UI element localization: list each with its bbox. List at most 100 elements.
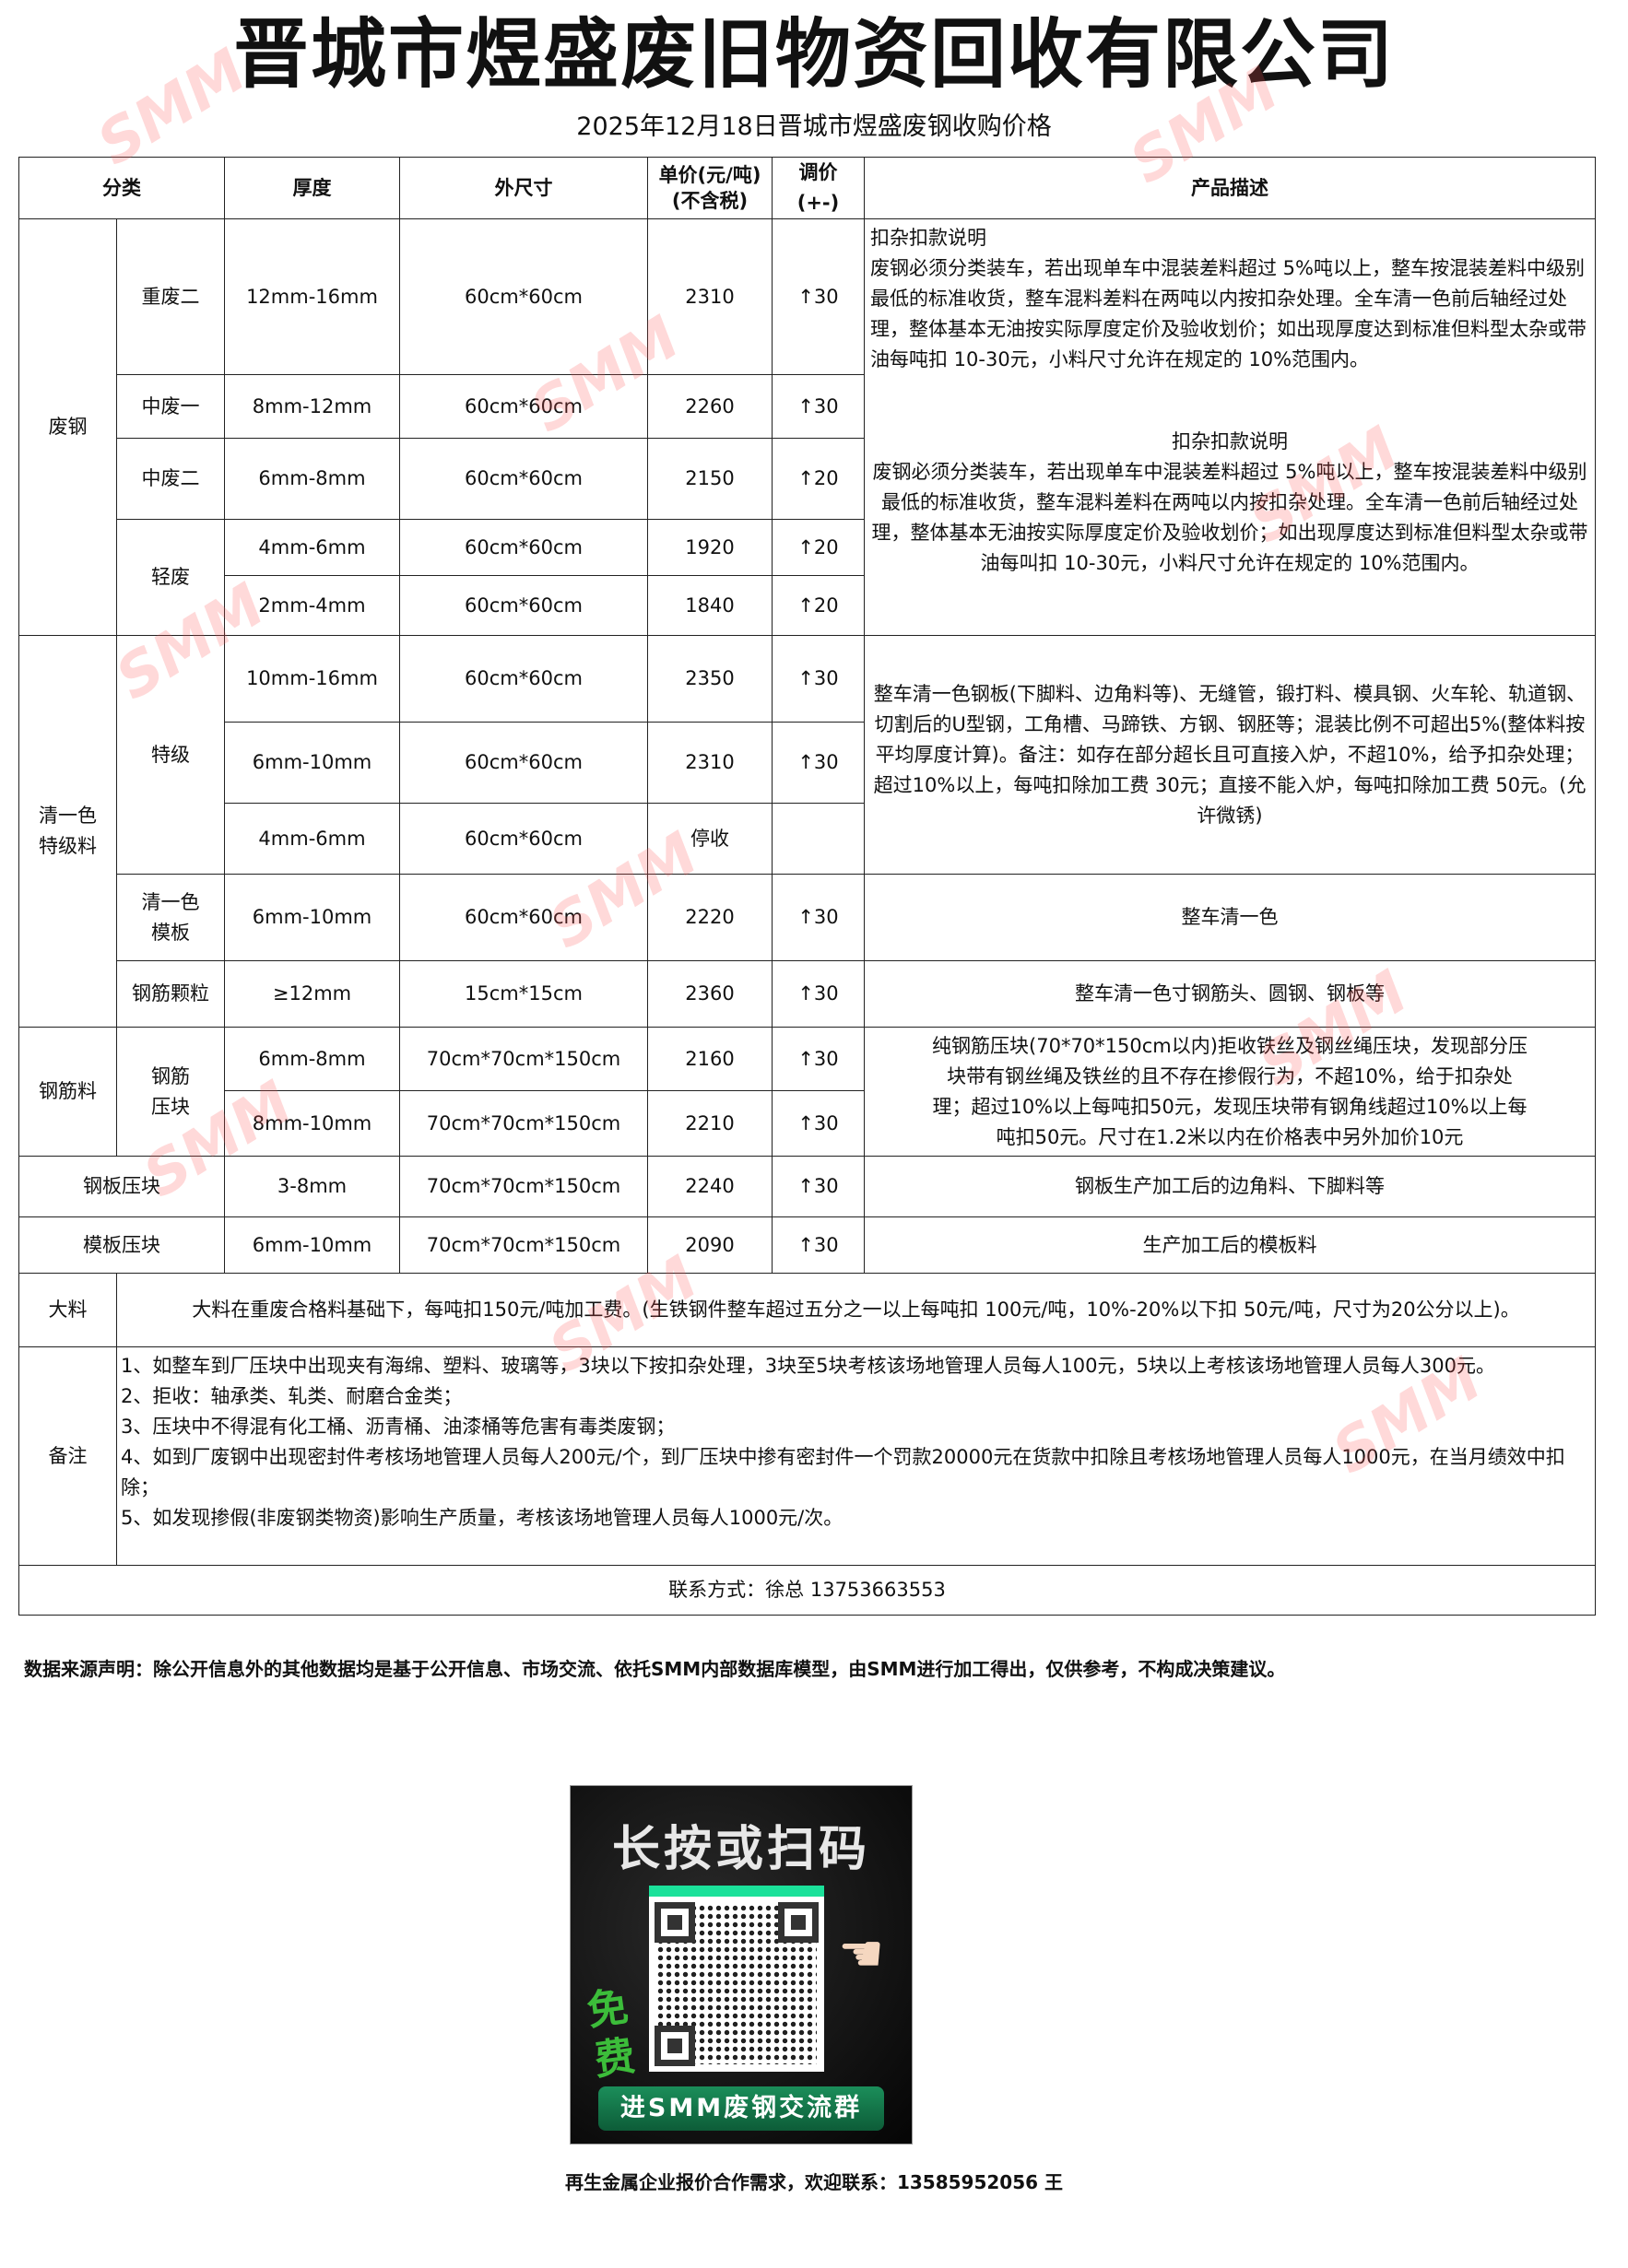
size: 60cm*60cm bbox=[399, 218, 648, 375]
desc-body: 废钢必须分类装车，若出现单车中混装差料超过 5%吨以上，整车按混装差料中级别最低… bbox=[870, 257, 1587, 370]
table-row: 清一色模板 6mm-10mm 60cm*60cm 2220 ↑30 整车清一色 bbox=[19, 874, 1596, 961]
size: 60cm*60cm bbox=[399, 722, 648, 804]
table-row: 废钢 重废二 12mm-16mm 60cm*60cm 2310 ↑30 扣杂扣款… bbox=[18, 218, 1596, 636]
size: 60cm*60cm bbox=[399, 374, 648, 439]
desc-body: 废钢必须分类装车，若出现单车中混装差料超过 5%吨以上，整车按混装差料中级别最低… bbox=[871, 461, 1588, 574]
adjustment: ↑30 bbox=[772, 960, 865, 1028]
header-description: 产品描述 bbox=[864, 157, 1596, 219]
thickness: 10mm-16mm bbox=[224, 635, 400, 723]
table-row: 清一色特级料 特级 10mm-16mm 60cm*60cm 2350 ↑30 整… bbox=[18, 635, 1596, 1028]
table-header-row: 分类 厚度 外尺寸 单价(元/吨) (不含税) 调价(+-) 产品描述 bbox=[18, 157, 1596, 219]
group-clean: 清一色特级料 bbox=[18, 635, 117, 1028]
header-thickness: 厚度 bbox=[224, 157, 400, 219]
group-scrap: 废钢 bbox=[18, 218, 117, 636]
table-row: 中废二 6mm-8mm 60cm*60cm 2150 ↑20 bbox=[19, 438, 1596, 520]
table-row: 钢筋料 钢筋压块 6mm-8mm 70cm*70cm*150cm 2160 ↑3… bbox=[18, 1027, 1596, 1157]
description-mold: 整车清一色 bbox=[864, 874, 1596, 961]
size: 15cm*15cm bbox=[399, 960, 648, 1028]
description-special: 整车清一色钢板(下脚料、边角料等)、无缝管，锻打料、模具钢、火车轮、轨道钢、切割… bbox=[864, 635, 1596, 875]
header-size: 外尺寸 bbox=[399, 157, 648, 219]
remark-item: 1、如整车到厂压块中出现夹有海绵、塑料、玻璃等，3块以下按扣杂处理，3块至5块考… bbox=[121, 1355, 1495, 1377]
sub-category: 中废二 bbox=[116, 438, 225, 520]
size: 60cm*60cm bbox=[399, 438, 648, 520]
description-rebar-grain: 整车清一色寸钢筋头、圆钢、钢板等 bbox=[864, 960, 1596, 1028]
bulk-label: 大料 bbox=[18, 1273, 117, 1347]
header-price: 单价(元/吨) (不含税) bbox=[647, 157, 773, 219]
bulk-row: 大料 大料在重废合格料基础下，每吨扣150元/吨加工费。(生铁钢件整车超过五分之… bbox=[18, 1273, 1596, 1347]
price: 2310 bbox=[647, 722, 773, 804]
adjustment: ↑20 bbox=[772, 438, 865, 520]
header-category: 分类 bbox=[18, 157, 225, 219]
description-rebar-block: 纯钢筋压块(70*70*150cm以内)拒收铁丝及钢丝绳压块，发现部分压块带有钢… bbox=[864, 1027, 1596, 1157]
qr-headline: 长按或扫码 bbox=[611, 1822, 870, 1877]
price: 1840 bbox=[647, 575, 773, 636]
sub-category: 清一色模板 bbox=[116, 874, 225, 961]
header-price-note: (不含税) bbox=[671, 190, 749, 212]
contact-info: 联系方式：徐总 13753663553 bbox=[18, 1565, 1596, 1616]
sub-category: 特级 bbox=[116, 635, 225, 875]
thickness: 6mm-10mm bbox=[224, 1216, 400, 1274]
footer-contact: 再生金属企业报价合作需求，欢迎联系：13585952056 王 bbox=[564, 2171, 1064, 2193]
price-subtitle: 2025年12月18日晋城市煜盛废钢收购价格 bbox=[576, 112, 1052, 141]
adjustment: ↑30 bbox=[772, 374, 865, 439]
adjustment: ↑30 bbox=[772, 1027, 865, 1091]
price: 2150 bbox=[647, 438, 773, 520]
qr-promo-image[interactable]: 长按或扫码 免费 ☚ 进SMM废钢交流群 bbox=[570, 1785, 913, 2145]
sub-category: 钢筋压块 bbox=[116, 1027, 225, 1157]
adjustment: ↑30 bbox=[772, 635, 865, 723]
qr-banner: 进SMM废钢交流群 bbox=[598, 2086, 884, 2131]
table-row: 模板压块 6mm-10mm 70cm*70cm*150cm 2090 ↑30 生… bbox=[18, 1216, 1596, 1274]
table-row: 2mm-4mm 60cm*60cm 1840 ↑20 bbox=[19, 575, 1596, 636]
adjustment: ↑30 bbox=[772, 1090, 865, 1157]
price: 1920 bbox=[647, 519, 773, 576]
adjustment: ↑20 bbox=[772, 519, 865, 576]
remark-item: 4、如到厂废钢中出现密封件考核场地管理人员每人200元/个，到厂压块中掺有密封件… bbox=[121, 1446, 1565, 1498]
size: 70cm*70cm*150cm bbox=[399, 1090, 648, 1157]
size: 60cm*60cm bbox=[399, 874, 648, 961]
qr-free-label: 免费 bbox=[584, 1982, 639, 2085]
adjustment: ↑30 bbox=[772, 1216, 865, 1274]
thickness: 6mm-10mm bbox=[224, 722, 400, 804]
price: 2360 bbox=[647, 960, 773, 1028]
thickness: 3-8mm bbox=[224, 1156, 400, 1217]
header-adjust: 调价(+-) bbox=[772, 157, 865, 219]
contact-row: 联系方式：徐总 13753663553 bbox=[18, 1565, 1596, 1616]
adjustment: ↑20 bbox=[772, 575, 865, 636]
thickness: 2mm-4mm bbox=[224, 575, 400, 636]
size: 60cm*60cm bbox=[399, 803, 648, 875]
table-row: 轻废 4mm-6mm 60cm*60cm 1920 ↑20 bbox=[19, 519, 1596, 636]
thickness: 6mm-8mm bbox=[224, 1027, 400, 1091]
description-scrap: 扣杂扣款说明 废钢必须分类装车，若出现单车中混装差料超过 5%吨以上，整车按混装… bbox=[864, 218, 1596, 636]
price-table: 分类 厚度 外尺寸 单价(元/吨) (不含税) 调价(+-) 产品描述 废钢 重废… bbox=[18, 157, 1596, 1616]
remarks-row: 备注 1、如整车到厂压块中出现夹有海绵、塑料、玻璃等，3块以下按扣杂处理，3块至… bbox=[18, 1346, 1596, 1566]
adjustment bbox=[772, 803, 865, 875]
remarks-label: 备注 bbox=[18, 1346, 117, 1566]
sub-category: 中废一 bbox=[116, 374, 225, 439]
bulk-text: 大料在重废合格料基础下，每吨扣150元/吨加工费。(生铁钢件整车超过五分之一以上… bbox=[116, 1273, 1596, 1347]
thickness: 8mm-10mm bbox=[224, 1090, 400, 1157]
thickness: 12mm-16mm bbox=[224, 218, 400, 375]
data-source-disclaimer: 数据来源声明：除公开信息外的其他数据均是基于公开信息、市场交流、依托SMM内部数… bbox=[24, 1658, 1286, 1680]
size: 70cm*70cm*150cm bbox=[399, 1027, 648, 1091]
size: 60cm*60cm bbox=[399, 575, 648, 636]
thickness: 8mm-12mm bbox=[224, 374, 400, 439]
price: 2090 bbox=[647, 1216, 773, 1274]
thickness: 6mm-10mm bbox=[224, 874, 400, 961]
description-mold-block: 生产加工后的模板料 bbox=[864, 1216, 1596, 1274]
group-plate-block: 钢板压块 bbox=[18, 1156, 225, 1217]
description-plate-block: 钢板生产加工后的边角料、下脚料等 bbox=[864, 1156, 1596, 1217]
size: 60cm*60cm bbox=[399, 635, 648, 723]
adjustment: ↑30 bbox=[772, 218, 865, 375]
qr-code-icon[interactable] bbox=[649, 1886, 824, 2072]
table-row: 8mm-10mm 70cm*70cm*150cm 2210 ↑30 bbox=[19, 1090, 1596, 1157]
price: 2160 bbox=[647, 1027, 773, 1091]
sub-category: 钢筋颗粒 bbox=[116, 960, 225, 1028]
price: 2310 bbox=[647, 218, 773, 375]
remark-item: 2、拒收：轴承类、轧类、耐磨合金类； bbox=[121, 1385, 463, 1407]
table-row: 钢板压块 3-8mm 70cm*70cm*150cm 2240 ↑30 钢板生产… bbox=[18, 1156, 1596, 1217]
desc-title: 扣杂扣款说明 bbox=[870, 227, 986, 249]
desc-title: 扣杂扣款说明 bbox=[1172, 430, 1288, 452]
thickness: ≥12mm bbox=[224, 960, 400, 1028]
size: 70cm*70cm*150cm bbox=[399, 1156, 648, 1217]
group-rebar: 钢筋料 bbox=[18, 1027, 117, 1157]
